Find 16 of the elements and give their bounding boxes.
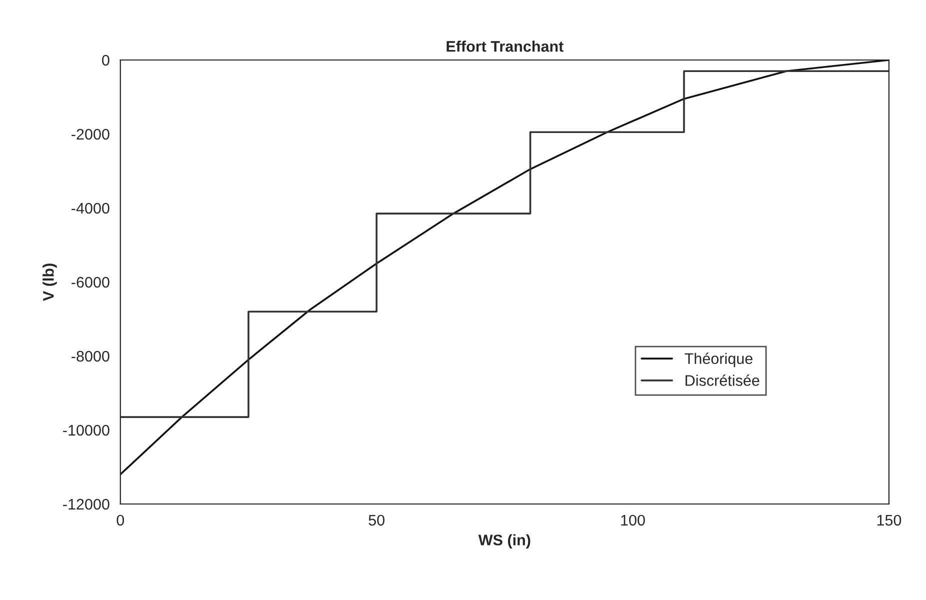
- y-tick-label: -6000: [72, 276, 110, 288]
- x-tick-label: 150: [877, 514, 902, 526]
- chart-title: Effort Tranchant: [446, 40, 564, 52]
- y-tick-label: -4000: [72, 202, 110, 214]
- y-tick-label: -2000: [72, 128, 110, 140]
- y-tick-label: -12000: [63, 498, 110, 510]
- x-tick-label: 0: [116, 514, 124, 526]
- x-axis-title: WS (in): [478, 534, 530, 548]
- y-tick-label: -10000: [63, 424, 110, 436]
- y-tick-label: -8000: [72, 350, 110, 362]
- x-tick-label: 50: [368, 514, 384, 526]
- y-tick-label: 0: [102, 54, 110, 66]
- x-tick-label: 100: [621, 514, 645, 526]
- legend-label: Théorique: [684, 352, 752, 368]
- legend-label: Discrétisée: [686, 374, 760, 386]
- y-axis-title: V (lb): [42, 264, 57, 301]
